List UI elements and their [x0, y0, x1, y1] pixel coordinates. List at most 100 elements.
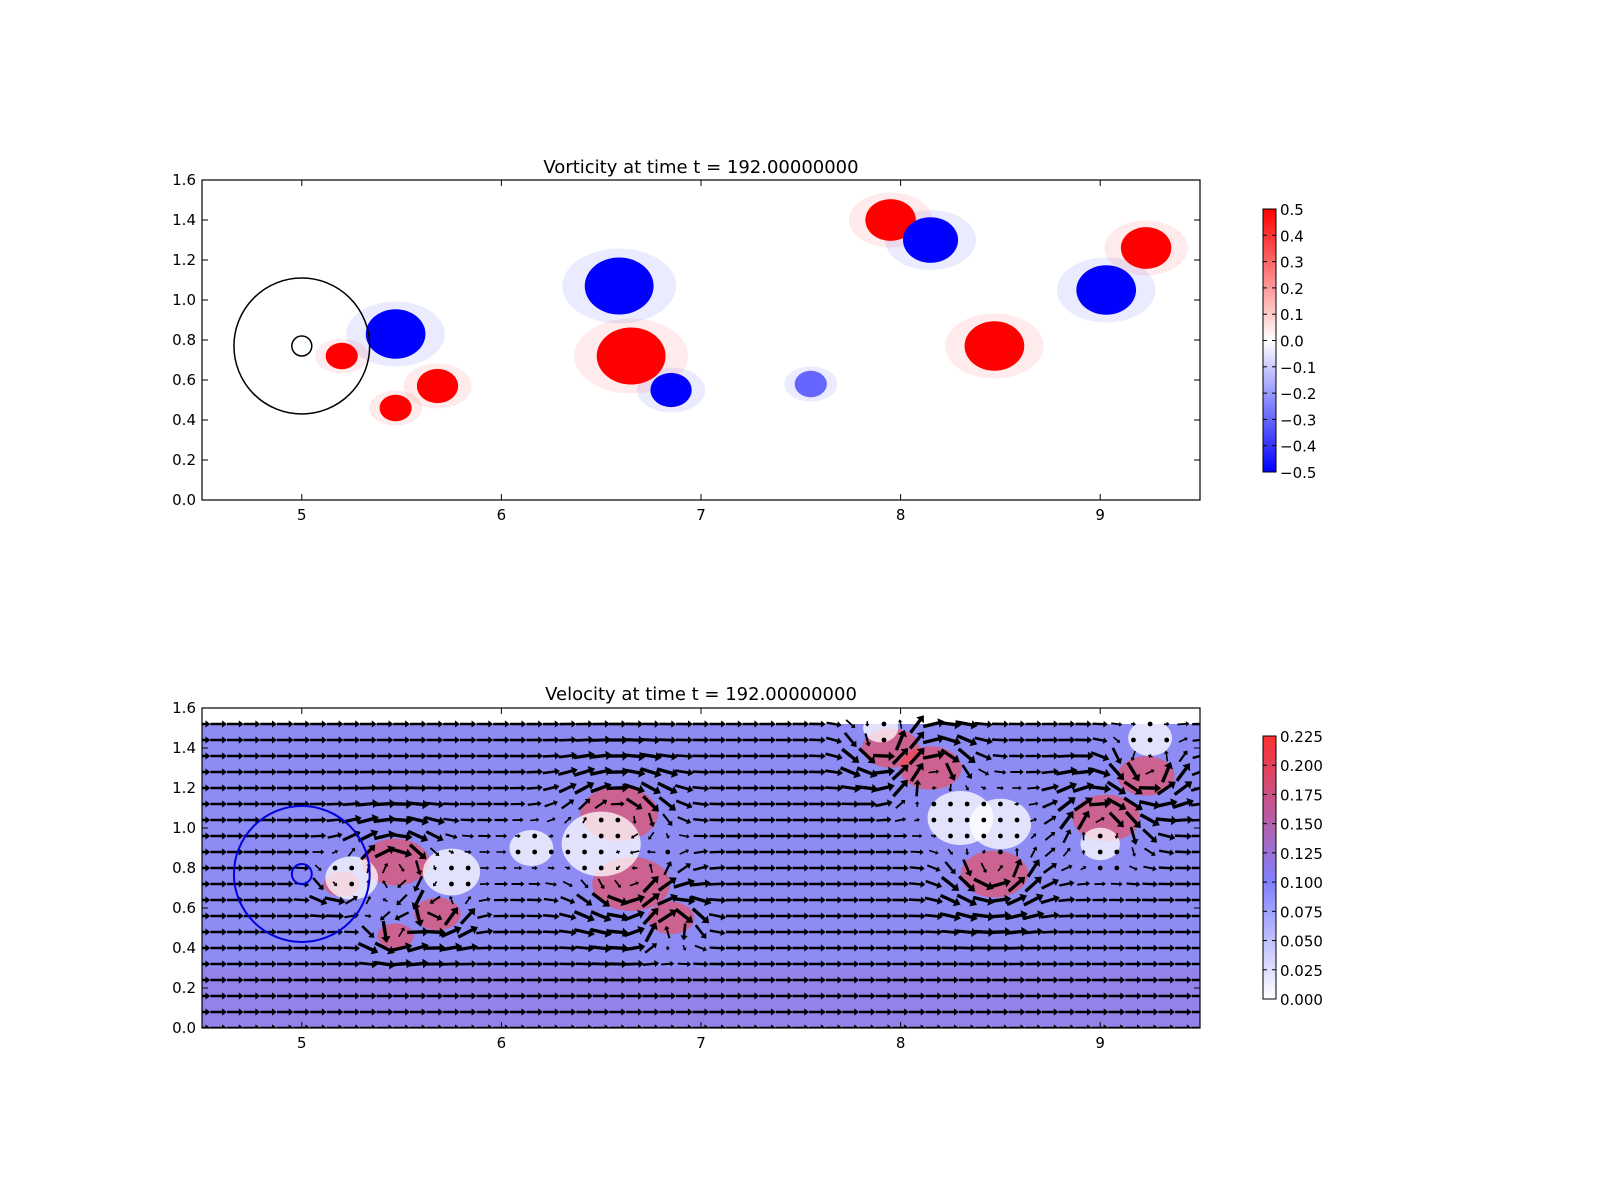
quiver-arrow [202, 736, 211, 744]
quiver-arrow [1041, 878, 1059, 890]
quiver-arrow [326, 736, 344, 744]
quiver-arrow [991, 960, 1009, 968]
quiver-arrow [925, 879, 943, 889]
quiver-arrow [875, 896, 893, 904]
quiver-arrow [227, 928, 244, 936]
quiver-arrow [425, 830, 444, 842]
quiver-arrow [859, 880, 876, 888]
quiver-arrow [625, 797, 643, 810]
quiver-arrow [958, 944, 976, 952]
quiver-arrow [210, 976, 227, 984]
quiver-arrow [956, 734, 978, 747]
quiver-arrow [792, 800, 810, 808]
quiver-arrow [825, 768, 843, 777]
quiver-arrow [1141, 896, 1159, 904]
quiver-arrow [859, 976, 876, 984]
vorticity-field [202, 180, 1200, 500]
quiver-arrow [892, 896, 909, 904]
vorticity-ytick-label: 1.2 [172, 251, 196, 269]
vortex-core [596, 327, 666, 385]
quiver-arrow [476, 976, 494, 984]
quiver-arrow [1125, 960, 1142, 968]
quiver-arrow [510, 800, 526, 808]
quiver-arrow [659, 976, 676, 984]
quiver-arrow [1092, 720, 1108, 728]
quiver-arrow [725, 912, 743, 920]
quiver-arrow [1091, 1024, 1109, 1028]
quiver-arrow [243, 720, 261, 728]
velocity-ytick-label: 0.6 [172, 899, 196, 917]
quiver-arrow [1158, 1024, 1175, 1028]
quiver-dot [981, 833, 987, 839]
quiver-arrow [709, 929, 726, 937]
quiver-arrow [775, 944, 793, 952]
quiver-arrow [726, 832, 743, 840]
quiver-arrow [825, 896, 843, 904]
quiver-arrow [1041, 767, 1059, 776]
quiver-arrow [1108, 896, 1125, 904]
velocity-colorbar-label: 0.050 [1280, 933, 1323, 951]
quiver-arrow [476, 992, 494, 1000]
quiver-arrow [426, 992, 444, 1000]
quiver-dot [665, 849, 671, 855]
quiver-arrow [908, 992, 926, 1000]
quiver-arrow [909, 865, 925, 872]
quiver-arrow [623, 894, 646, 905]
quiver-arrow [457, 925, 478, 939]
quiver-dot [1097, 833, 1103, 839]
quiver-arrow [676, 1008, 693, 1016]
quiver-arrow [577, 798, 591, 811]
quiver-dot [548, 849, 554, 855]
quiver-arrow [692, 736, 710, 744]
vorticity-colorbar-label: −0.1 [1280, 359, 1316, 377]
quiver-arrow [495, 865, 507, 871]
quiver-arrow [243, 784, 261, 792]
quiver-arrow [1011, 858, 1023, 878]
quiver-arrow [1175, 928, 1192, 936]
quiver-arrow [1058, 895, 1076, 904]
quiver-arrow [625, 976, 644, 984]
quiver-arrow [1130, 750, 1136, 761]
quiver-arrow [1025, 752, 1042, 760]
quiver-arrow [364, 913, 372, 919]
vorticity-ring [291, 335, 313, 357]
quiver-arrow [1177, 721, 1190, 727]
quiver-arrow [210, 960, 227, 968]
quiver-arrow [210, 800, 227, 808]
vortex-core [650, 372, 692, 408]
quiver-arrow [941, 928, 960, 937]
quiver-arrow [1158, 849, 1175, 856]
quiver-arrow [996, 785, 1004, 791]
quiver-arrow [894, 817, 907, 823]
quiver-arrow [858, 747, 876, 764]
quiver-arrow [293, 736, 311, 744]
vorticity-colorbar-label: −0.5 [1280, 464, 1316, 482]
quiver-arrow [606, 943, 629, 954]
vortex-core [379, 394, 412, 422]
quiver-arrow [1160, 761, 1173, 783]
quiver-arrow [476, 927, 494, 936]
velocity-slow-region [509, 830, 554, 866]
quiver-arrow [609, 1008, 627, 1016]
quiver-arrow [809, 768, 826, 776]
quiver-arrow [1191, 930, 1200, 934]
quiver-arrow [509, 992, 527, 1000]
quiver-arrow [543, 897, 559, 904]
quiver-arrow [1175, 976, 1192, 984]
quiver-arrow [892, 1024, 909, 1028]
quiver-arrow [573, 750, 596, 760]
quiver-arrow [243, 992, 261, 1000]
quiver-arrow [477, 816, 493, 824]
quiver-arrow [809, 1024, 826, 1028]
quiver-arrow [989, 910, 1012, 921]
quiver-arrow [958, 960, 976, 968]
quiver-arrow [759, 864, 776, 872]
quiver-arrow [390, 942, 413, 953]
quiver-arrow [1005, 910, 1028, 921]
quiver-arrow [775, 960, 793, 968]
quiver-arrow [1007, 944, 1026, 952]
quiver-arrow [308, 894, 328, 906]
quiver-arrow [1110, 881, 1123, 887]
quiver-arrow [857, 799, 877, 809]
quiver-arrow [1158, 880, 1175, 888]
